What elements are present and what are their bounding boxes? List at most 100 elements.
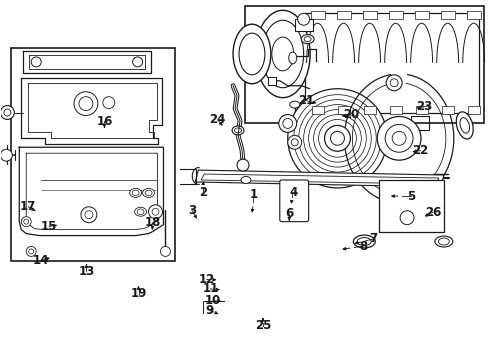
- Ellipse shape: [353, 235, 374, 248]
- Text: 23: 23: [415, 100, 432, 113]
- Ellipse shape: [455, 112, 472, 139]
- Text: 20: 20: [343, 108, 359, 121]
- Ellipse shape: [129, 188, 142, 197]
- Ellipse shape: [134, 207, 146, 216]
- Bar: [294, 19, 312, 31]
- Bar: [414, 11, 428, 19]
- Circle shape: [291, 139, 298, 146]
- Text: 12: 12: [198, 273, 214, 286]
- Circle shape: [4, 109, 11, 116]
- Circle shape: [287, 135, 301, 149]
- Bar: [440, 11, 454, 19]
- Circle shape: [74, 92, 98, 116]
- Circle shape: [389, 79, 397, 87]
- Ellipse shape: [288, 52, 296, 64]
- Bar: [415, 105, 427, 113]
- Circle shape: [391, 131, 405, 145]
- Text: 17: 17: [20, 200, 36, 213]
- Ellipse shape: [438, 238, 448, 245]
- Bar: [389, 105, 401, 113]
- Text: 21: 21: [298, 94, 314, 107]
- Circle shape: [0, 105, 14, 120]
- Circle shape: [399, 211, 413, 225]
- Text: 13: 13: [78, 265, 94, 278]
- Bar: [441, 105, 453, 113]
- Circle shape: [237, 159, 248, 171]
- Circle shape: [81, 207, 97, 223]
- Text: 9: 9: [205, 304, 213, 317]
- Text: 10: 10: [204, 294, 221, 307]
- Circle shape: [385, 125, 412, 152]
- Bar: [310, 11, 324, 19]
- Circle shape: [102, 96, 115, 109]
- Circle shape: [376, 117, 420, 160]
- Circle shape: [160, 247, 170, 256]
- Circle shape: [132, 57, 142, 67]
- Polygon shape: [201, 174, 438, 184]
- Text: 8: 8: [359, 240, 367, 253]
- Circle shape: [297, 13, 309, 25]
- Circle shape: [287, 89, 386, 188]
- Circle shape: [148, 205, 162, 219]
- Bar: [244, 6, 483, 123]
- Bar: [388, 11, 402, 19]
- Ellipse shape: [232, 126, 244, 135]
- Ellipse shape: [301, 35, 313, 44]
- Text: 5: 5: [406, 190, 414, 203]
- Text: 24: 24: [209, 113, 225, 126]
- Circle shape: [21, 217, 31, 227]
- Bar: [311, 105, 323, 113]
- Text: 18: 18: [144, 216, 161, 229]
- Text: 15: 15: [41, 220, 57, 233]
- Bar: [363, 105, 375, 113]
- Bar: [362, 11, 376, 19]
- Circle shape: [308, 109, 366, 167]
- Bar: [11, 48, 175, 261]
- Circle shape: [298, 100, 375, 177]
- Ellipse shape: [271, 37, 293, 71]
- Text: 3: 3: [187, 204, 196, 217]
- Text: 14: 14: [33, 254, 49, 267]
- Circle shape: [303, 105, 370, 172]
- Text: 1: 1: [250, 188, 258, 201]
- Circle shape: [85, 211, 93, 219]
- Ellipse shape: [434, 236, 452, 247]
- Bar: [337, 105, 349, 113]
- Ellipse shape: [132, 190, 139, 195]
- Ellipse shape: [262, 20, 303, 88]
- Circle shape: [330, 131, 344, 145]
- Text: 7: 7: [368, 233, 377, 246]
- Ellipse shape: [241, 176, 250, 184]
- Text: 6: 6: [285, 207, 293, 220]
- Circle shape: [293, 95, 381, 182]
- Text: 25: 25: [254, 319, 271, 332]
- Bar: [304, 13, 478, 113]
- Circle shape: [278, 114, 296, 132]
- Circle shape: [313, 114, 361, 162]
- Text: 4: 4: [288, 186, 297, 199]
- FancyBboxPatch shape: [279, 180, 308, 222]
- Text: 26: 26: [424, 206, 441, 219]
- Bar: [267, 77, 275, 85]
- Circle shape: [318, 120, 356, 157]
- Ellipse shape: [142, 188, 154, 197]
- Circle shape: [152, 208, 159, 215]
- Ellipse shape: [304, 37, 310, 41]
- Ellipse shape: [233, 24, 270, 84]
- Bar: [379, 180, 443, 231]
- Text: 2: 2: [199, 186, 207, 199]
- Ellipse shape: [137, 209, 144, 215]
- Ellipse shape: [234, 128, 241, 133]
- Bar: [336, 11, 350, 19]
- Ellipse shape: [357, 238, 370, 246]
- Circle shape: [324, 125, 350, 151]
- Circle shape: [386, 75, 401, 91]
- Ellipse shape: [459, 118, 468, 133]
- Circle shape: [282, 118, 292, 129]
- Bar: [466, 11, 480, 19]
- Circle shape: [0, 149, 12, 161]
- Circle shape: [26, 247, 36, 256]
- Text: 11: 11: [202, 283, 218, 296]
- Text: 19: 19: [130, 287, 146, 300]
- Polygon shape: [195, 170, 443, 187]
